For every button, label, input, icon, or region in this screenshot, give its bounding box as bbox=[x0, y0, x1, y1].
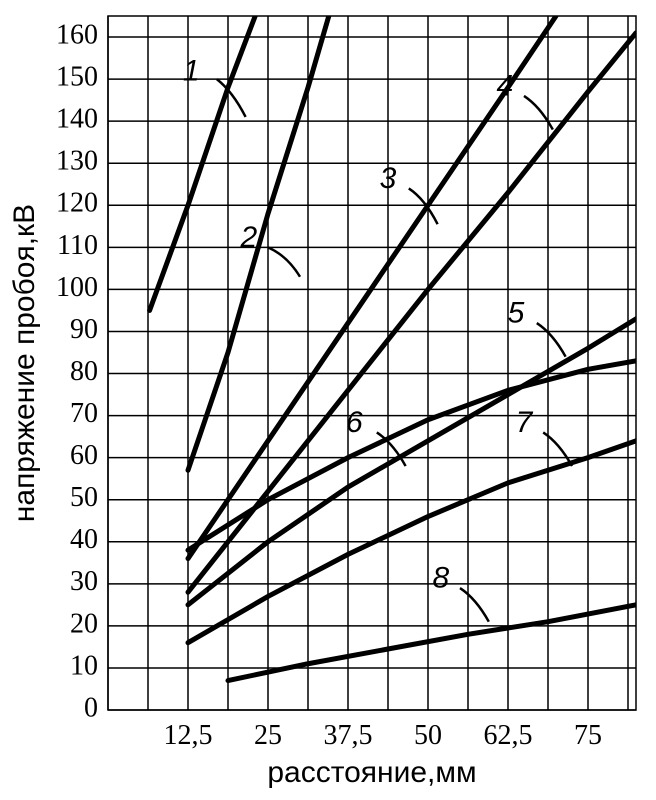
y-tick-label: 90 bbox=[70, 314, 98, 345]
series-label-7: 7 bbox=[516, 406, 534, 439]
y-tick-label: 160 bbox=[56, 19, 98, 50]
series-label-8: 8 bbox=[432, 562, 449, 595]
chart-svg: 0102030405060708090100110120130140150160… bbox=[0, 0, 656, 800]
x-tick-label: 50 bbox=[414, 720, 442, 751]
y-tick-label: 50 bbox=[70, 482, 98, 513]
y-tick-label: 80 bbox=[70, 356, 98, 387]
y-tick-label: 120 bbox=[56, 188, 98, 219]
y-tick-label: 20 bbox=[70, 608, 98, 639]
y-tick-label: 30 bbox=[70, 566, 98, 597]
x-tick-label: 75 bbox=[574, 720, 602, 751]
series-label-5: 5 bbox=[508, 297, 525, 330]
y-tick-label: 100 bbox=[56, 272, 98, 303]
y-tick-label: 40 bbox=[70, 524, 98, 555]
y-tick-label: 70 bbox=[70, 398, 98, 429]
y-tick-label: 10 bbox=[70, 650, 98, 681]
x-tick-label: 25 bbox=[254, 720, 282, 751]
y-tick-label: 150 bbox=[56, 62, 98, 93]
series-label-1: 1 bbox=[183, 55, 200, 88]
y-tick-label: 130 bbox=[56, 146, 98, 177]
series-label-3: 3 bbox=[380, 162, 397, 195]
x-axis-label: расстояние,мм bbox=[267, 756, 476, 789]
x-tick-label: 12,5 bbox=[164, 720, 213, 751]
series-label-2: 2 bbox=[239, 221, 257, 254]
x-tick-label: 62,5 bbox=[484, 720, 533, 751]
y-tick-label: 110 bbox=[57, 230, 98, 261]
y-tick-label: 60 bbox=[70, 440, 98, 471]
y-tick-label: 0 bbox=[84, 692, 98, 723]
y-tick-label: 140 bbox=[56, 104, 98, 135]
x-tick-label: 37,5 bbox=[324, 720, 373, 751]
series-label-6: 6 bbox=[346, 406, 363, 439]
breakdown-voltage-chart: 0102030405060708090100110120130140150160… bbox=[0, 0, 656, 800]
series-label-4: 4 bbox=[496, 69, 513, 102]
y-axis-label: напряжение пробоя,кВ bbox=[8, 204, 41, 522]
